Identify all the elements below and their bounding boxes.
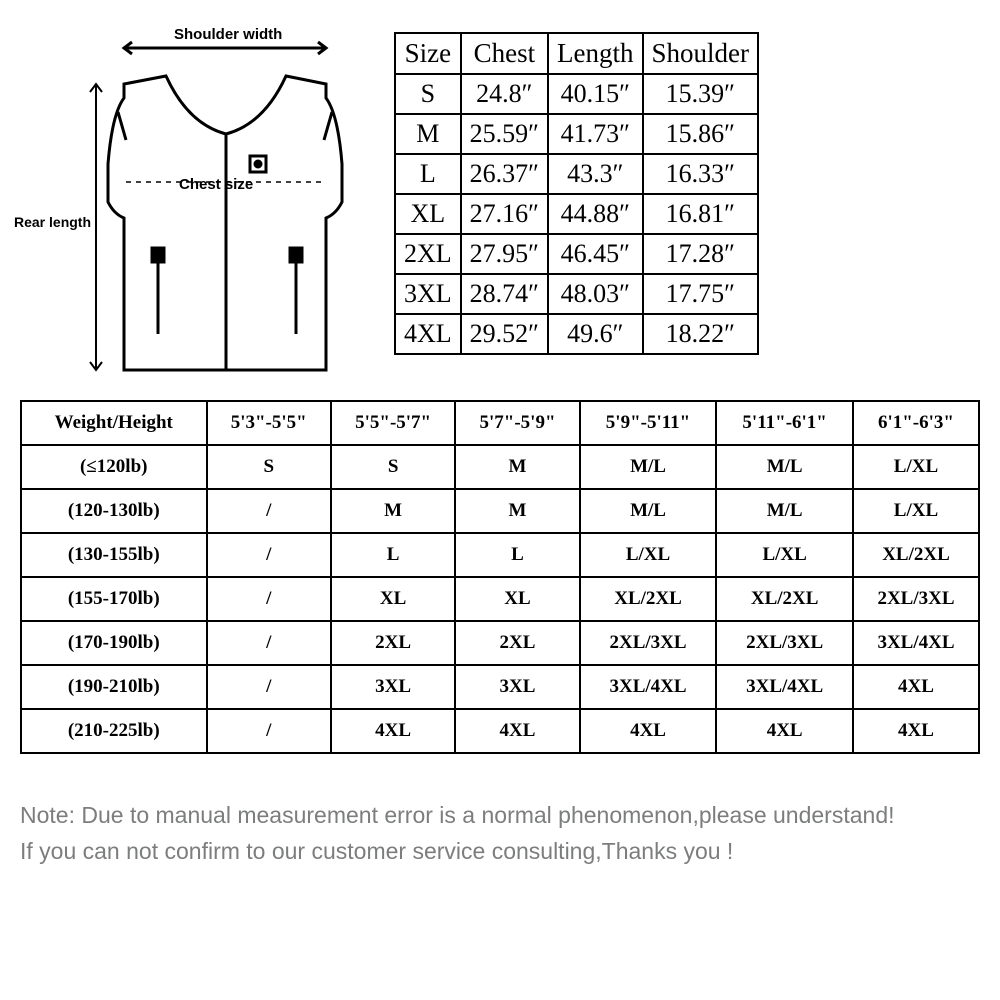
- table-row: XL27.16″44.88″16.81″: [395, 194, 758, 234]
- table-row: (130-155lb)/LLL/XLL/XLXL/2XL: [21, 533, 979, 577]
- table-row: S24.8″40.15″15.39″: [395, 74, 758, 114]
- col-chest: Chest: [461, 33, 548, 74]
- size-table-header-row: Size Chest Length Shoulder: [395, 33, 758, 74]
- table-row: (170-190lb)/2XL2XL2XL/3XL2XL/3XL3XL/4XL: [21, 621, 979, 665]
- rear-length-label: Rear length: [14, 214, 91, 230]
- vest-diagram: Shoulder width Rear length Chest size: [14, 24, 384, 384]
- wh-col-h3: 5'7"-5'9": [455, 401, 579, 445]
- table-row: 3XL28.74″48.03″17.75″: [395, 274, 758, 314]
- size-table: Size Chest Length Shoulder S24.8″40.15″1…: [394, 32, 759, 355]
- wh-col-h6: 6'1"-6'3": [853, 401, 979, 445]
- table-row: (120-130lb)/MMM/LM/LL/XL: [21, 489, 979, 533]
- wh-col-h4: 5'9"-5'11": [580, 401, 717, 445]
- chest-size-label: Chest size: [179, 176, 253, 193]
- note-line-2: If you can not confirm to our customer s…: [20, 834, 986, 870]
- wh-col-h1: 5'3"-5'5": [207, 401, 331, 445]
- wh-header-row: Weight/Height 5'3"-5'5" 5'5"-5'7" 5'7"-5…: [21, 401, 979, 445]
- table-row: (210-225lb)/4XL4XL4XL4XL4XL: [21, 709, 979, 753]
- weight-height-table: Weight/Height 5'3"-5'5" 5'5"-5'7" 5'7"-5…: [20, 400, 980, 754]
- table-row: L26.37″43.3″16.33″: [395, 154, 758, 194]
- table-row: (155-170lb)/XLXLXL/2XLXL/2XL2XL/3XL: [21, 577, 979, 621]
- footer-note: Note: Due to manual measurement error is…: [14, 798, 986, 869]
- table-row: M25.59″41.73″15.86″: [395, 114, 758, 154]
- wh-col-label: Weight/Height: [21, 401, 207, 445]
- wh-col-h5: 5'11"-6'1": [716, 401, 853, 445]
- table-row: 4XL29.52″49.6″18.22″: [395, 314, 758, 354]
- col-size: Size: [395, 33, 461, 74]
- col-length: Length: [548, 33, 642, 74]
- table-row: 2XL27.95″46.45″17.28″: [395, 234, 758, 274]
- table-row: (≤120lb)SSMM/LM/LL/XL: [21, 445, 979, 489]
- note-line-1: Note: Due to manual measurement error is…: [20, 798, 986, 834]
- vest-svg: [14, 24, 384, 384]
- wh-col-h2: 5'5"-5'7": [331, 401, 455, 445]
- col-shoulder: Shoulder: [643, 33, 759, 74]
- shoulder-width-label: Shoulder width: [174, 26, 282, 43]
- table-row: (190-210lb)/3XL3XL3XL/4XL3XL/4XL4XL: [21, 665, 979, 709]
- top-row: Shoulder width Rear length Chest size: [14, 24, 986, 384]
